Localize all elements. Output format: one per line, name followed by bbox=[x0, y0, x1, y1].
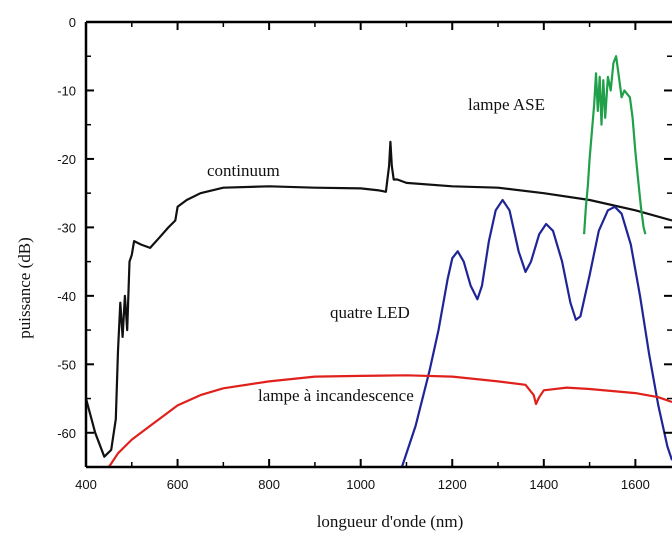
annotation-lampe-ase: lampe ASE bbox=[468, 95, 545, 114]
x-tick-label: 1200 bbox=[438, 477, 467, 492]
y-tick-label: -60 bbox=[57, 426, 76, 441]
y-tick-label: -10 bbox=[57, 83, 76, 98]
annotation-continuum: continuum bbox=[207, 161, 280, 180]
series-layer bbox=[86, 55, 672, 467]
axis-ticks bbox=[85, 21, 672, 467]
x-tick-label: 1400 bbox=[529, 477, 558, 492]
y-tick-label: -20 bbox=[57, 152, 76, 167]
y-tick-label: -30 bbox=[57, 220, 76, 235]
series-line-lampe-incandescence bbox=[107, 374, 672, 467]
x-tick-label: 1600 bbox=[621, 477, 650, 492]
series-line-lampe-ase bbox=[583, 55, 647, 235]
tick-labels: 400 600 800 1000 1200 1400 1600 0 -10 -20 -30 -40 -5… bbox=[57, 15, 650, 492]
plot-frame bbox=[84, 20, 672, 469]
series-line-continuum bbox=[86, 140, 672, 458]
y-axis-title: puissance (dB) bbox=[15, 237, 34, 339]
annotation-quatre-led: quatre LED bbox=[330, 303, 410, 322]
x-tick-label: 1000 bbox=[346, 477, 375, 492]
y-tick-label: 0 bbox=[69, 15, 76, 30]
x-tick-label: 800 bbox=[258, 477, 280, 492]
series-line-quatre-led bbox=[400, 198, 672, 467]
y-tick-label: -50 bbox=[57, 357, 76, 372]
x-tick-label: 400 bbox=[75, 477, 97, 492]
x-tick-label: 600 bbox=[167, 477, 189, 492]
annotation-lampe-incandescence: lampe à incandescence bbox=[258, 386, 414, 405]
y-tick-label: -40 bbox=[57, 289, 76, 304]
x-axis-title: longueur d'onde (nm) bbox=[317, 512, 464, 531]
